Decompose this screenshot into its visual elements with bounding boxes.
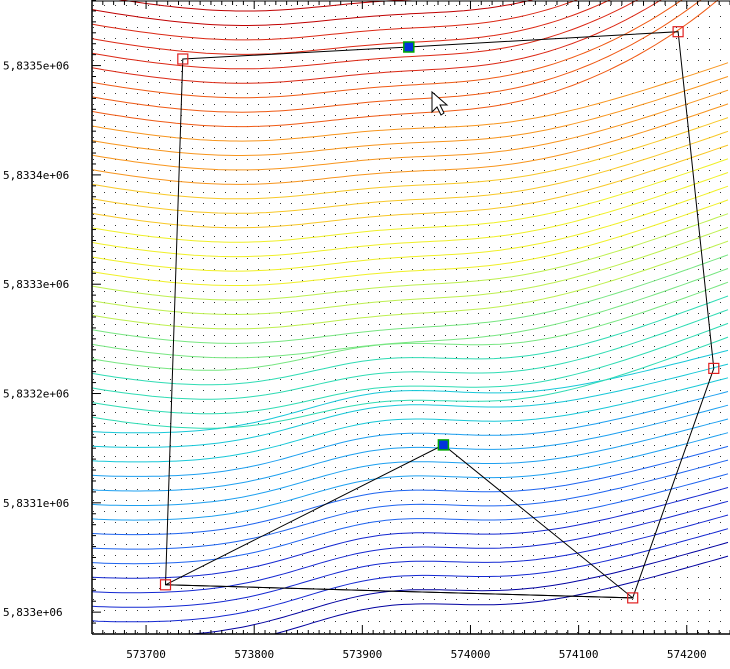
contour-line: [92, 500, 729, 594]
y-tick-label: 5,833e+06: [3, 606, 63, 619]
x-tick-label: 574000: [451, 648, 491, 661]
mouse-cursor-icon: [431, 90, 449, 116]
contour-line: [92, 144, 729, 229]
vertex-marker[interactable]: [159, 579, 172, 591]
contour-line: [92, 89, 729, 171]
x-tick-label: 573900: [342, 648, 382, 661]
x-tick-label: 574200: [667, 648, 707, 661]
contour-line: [92, 76, 729, 156]
contour-line: [92, 0, 719, 128]
y-tick-label: 5,8335e+06: [3, 60, 69, 73]
vertex-marker[interactable]: [627, 592, 639, 604]
vertex-marker[interactable]: [177, 53, 189, 65]
contour-line: [92, 240, 729, 330]
contour-line: [92, 158, 729, 243]
contour-line: [92, 199, 729, 286]
y-tick-label: 5,8331e+06: [3, 497, 69, 510]
contour-line: [272, 555, 729, 634]
contour-line: [92, 432, 729, 521]
contour-line: [92, 336, 729, 429]
contour-line: [92, 391, 729, 477]
axes: 573700 573800 573900 574000 574100 574200 5,83…: [3, 0, 730, 661]
contour-line: [92, 226, 729, 316]
contour-line: [92, 172, 729, 258]
dotted-grid: [92, 0, 730, 634]
vertex-marker[interactable]: [672, 26, 684, 38]
contour-line: [92, 295, 729, 386]
contour-line: [92, 473, 729, 565]
contour-line: [92, 268, 729, 359]
contour-line: [92, 309, 729, 400]
contour-line: [92, 0, 683, 99]
contour-line: [92, 349, 729, 434]
contour-line: [92, 528, 729, 623]
contour-line: [92, 363, 729, 448]
x-tick-label: 573700: [126, 648, 166, 661]
contour-line: [92, 404, 729, 492]
y-tick-label: 5,8333e+06: [3, 278, 69, 291]
contour-line: [92, 0, 578, 41]
polygon-overlays[interactable]: [159, 26, 720, 604]
contour-lines: [92, 0, 729, 634]
contour-line: [92, 130, 729, 214]
contour-line: [92, 459, 729, 550]
selected-vertex-marker[interactable]: [403, 41, 415, 53]
selected-vertex-marker[interactable]: [437, 439, 450, 451]
contour-line: [92, 0, 702, 113]
contour-line: [92, 0, 639, 70]
contour-line: [118, 0, 413, 12]
cursor-arrow: [431, 90, 449, 116]
contour-line: [92, 487, 729, 579]
contour-line: [92, 62, 729, 142]
contour-line: [92, 445, 729, 536]
contour-line: [92, 0, 534, 26]
y-tick-label: 5,8334e+06: [3, 169, 69, 182]
contour-line: [92, 377, 729, 463]
contour-line: [92, 103, 729, 185]
vertex-marker[interactable]: [708, 362, 720, 374]
contour-line: [92, 0, 662, 84]
contour-line: [92, 281, 729, 371]
contour-line: [92, 213, 729, 301]
x-tick-label: 574100: [559, 648, 599, 661]
y-tick-label: 5,8332e+06: [3, 388, 69, 401]
contour-line: [92, 322, 729, 415]
x-tick-label: 573800: [234, 648, 274, 661]
triangle-polygon[interactable]: [165, 444, 635, 599]
contour-line: [92, 117, 729, 200]
contour-line: [92, 254, 729, 344]
contour-line: [92, 185, 729, 272]
contour-line: [92, 514, 729, 608]
